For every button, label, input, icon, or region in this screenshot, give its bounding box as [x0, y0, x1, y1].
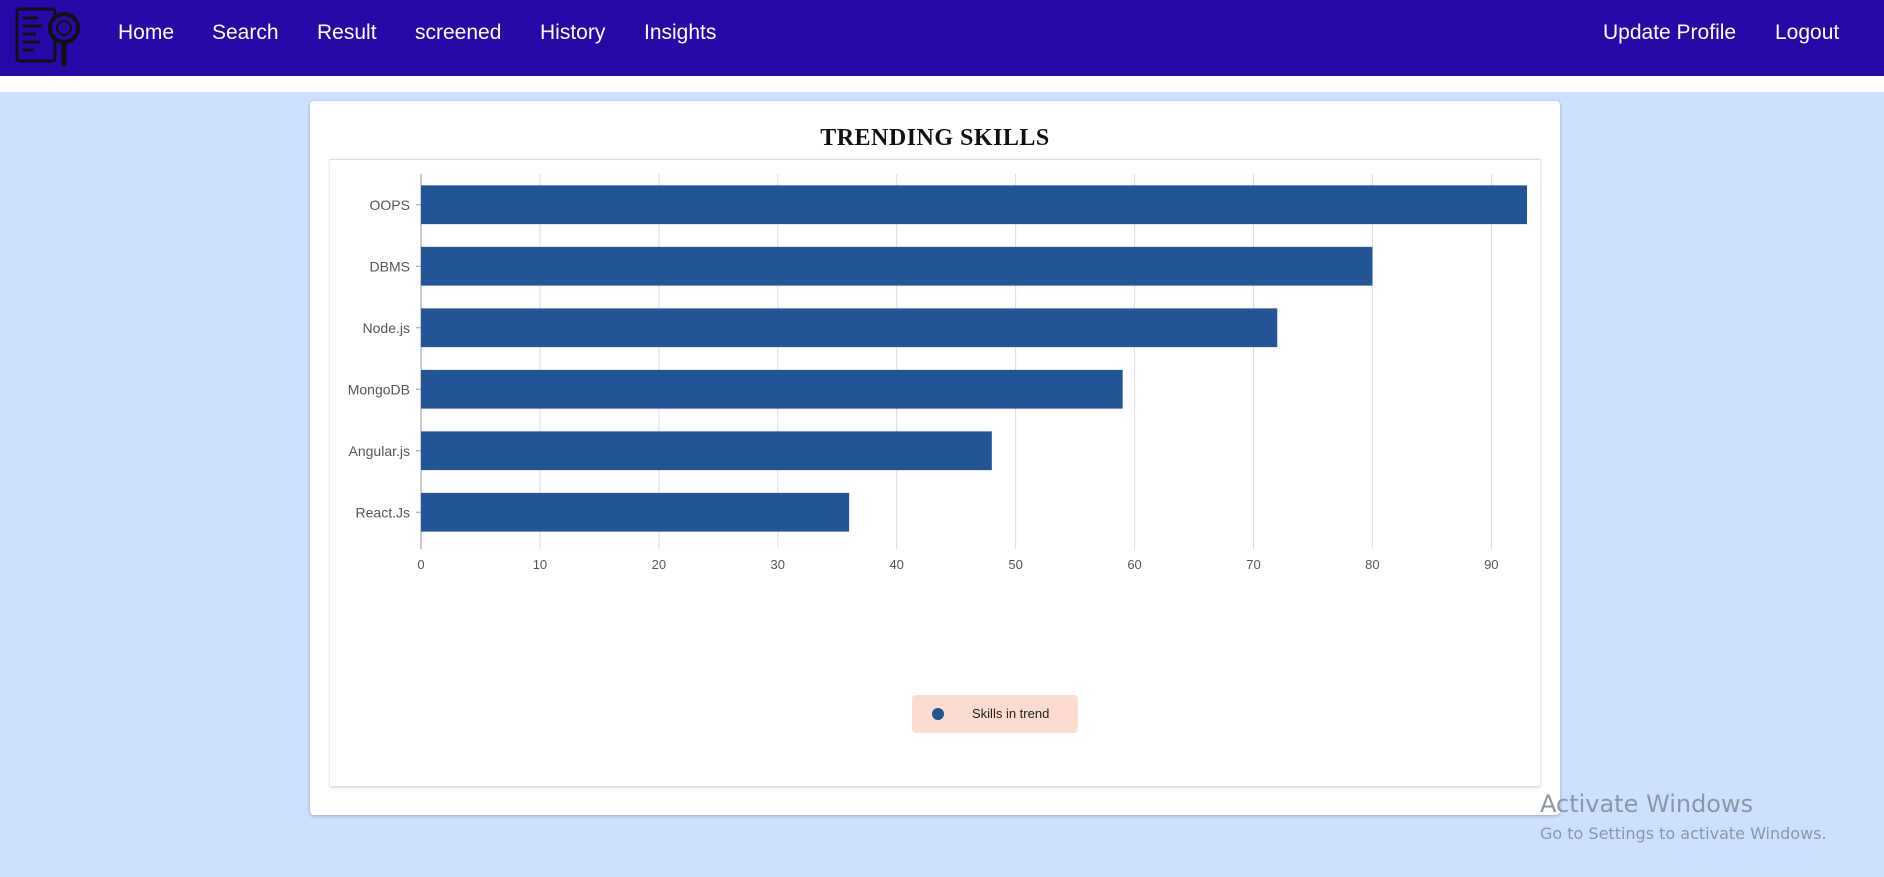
x-tick-label: 40	[889, 557, 903, 572]
nav-update-profile-link[interactable]: Update Profile	[1603, 21, 1737, 44]
x-tick-label: 80	[1365, 557, 1379, 572]
x-tick-label: 50	[1008, 557, 1022, 572]
x-tick-label: 30	[771, 557, 785, 572]
resume-search-logo-icon[interactable]	[14, 6, 84, 68]
windows-activation-watermark-title: Activate Windows	[1540, 790, 1754, 818]
navbar: Home Search Result screened History Insi…	[0, 0, 1884, 76]
nav-home-link[interactable]: Home	[118, 21, 175, 44]
nav-logout-link[interactable]: Logout	[1775, 21, 1840, 44]
nav-insights-link[interactable]: Insights	[644, 21, 717, 44]
y-category-label: Node.js	[363, 320, 410, 336]
page-content: TRENDING SKILLS 0 10 20 30 40 50 60 70 80 90 OOPS D…	[0, 92, 1884, 877]
bar-react-js[interactable]	[421, 492, 850, 532]
y-category-label: Angular.js	[349, 443, 410, 459]
x-tick-label: 90	[1484, 557, 1498, 572]
nav-result-link[interactable]: Result	[317, 21, 377, 44]
legend-series-dot-icon	[932, 708, 944, 720]
y-category-label: DBMS	[370, 258, 410, 274]
bar-mongodb[interactable]	[421, 369, 1123, 409]
bar-angular-js[interactable]	[421, 431, 992, 471]
chart-container: 0 10 20 30 40 50 60 70 80 90 OOPS DBMS Node.js MongoD…	[330, 159, 1540, 786]
navbar-spacer	[0, 76, 1884, 92]
windows-activation-watermark-subtitle: Go to Settings to activate Windows.	[1540, 824, 1827, 843]
y-category-label: MongoDB	[348, 381, 410, 397]
x-tick-label: 70	[1246, 557, 1260, 572]
x-tick-label: 60	[1127, 557, 1141, 572]
x-tick-label: 0	[417, 557, 424, 572]
nav-search-link[interactable]: Search	[212, 21, 279, 44]
chart-title: TRENDING SKILLS	[820, 125, 1050, 151]
legend-series-label: Skills in trend	[972, 706, 1050, 721]
y-category-label: OOPS	[370, 197, 410, 213]
chart-legend[interactable]: Skills in trend	[912, 695, 1078, 733]
nav-history-link[interactable]: History	[540, 21, 606, 44]
bar-dbms[interactable]	[421, 246, 1373, 286]
x-tick-label: 20	[652, 557, 666, 572]
bar-oops[interactable]	[421, 185, 1527, 225]
bar-chart: 0 10 20 30 40 50 60 70 80 90 OOPS DBMS Node.js MongoD…	[348, 174, 1527, 572]
chart-card: TRENDING SKILLS 0 10 20 30 40 50 60 70 80 90 OOPS D…	[310, 101, 1560, 815]
y-category-label: React.Js	[356, 504, 410, 520]
x-tick-label: 10	[533, 557, 547, 572]
nav-screened-link[interactable]: screened	[415, 21, 502, 44]
bar-node-js[interactable]	[421, 308, 1278, 348]
